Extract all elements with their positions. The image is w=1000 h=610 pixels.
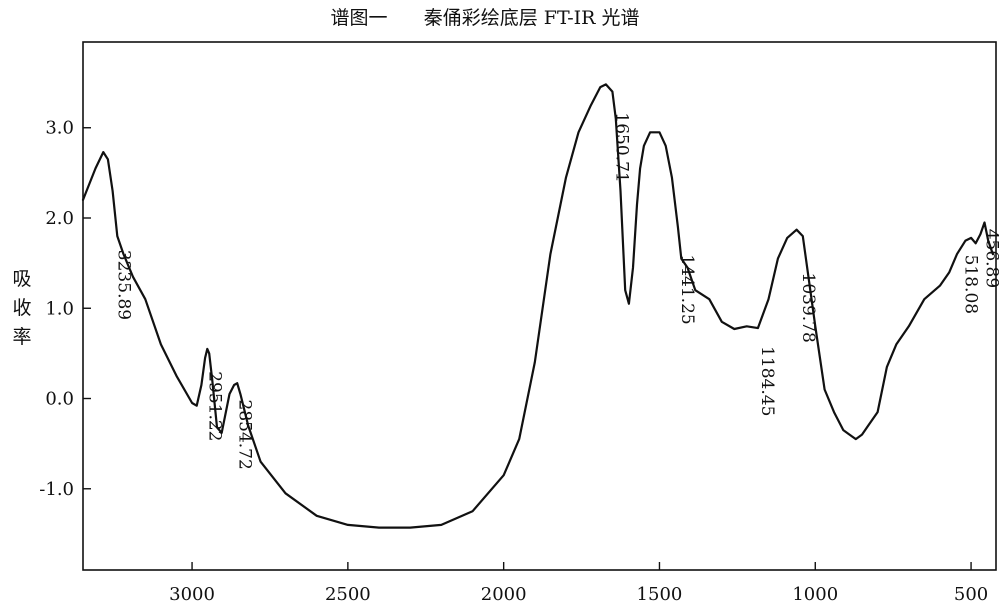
peak-label: 1441.25	[677, 254, 697, 324]
y-tick-label: 3.0	[45, 118, 74, 139]
y-tick-label: 2.0	[45, 208, 74, 229]
x-tick-label: 2500	[325, 584, 371, 605]
x-tick-label: 500	[954, 584, 988, 605]
y-label-char: 率	[12, 326, 31, 348]
peak-label: 1039.78	[798, 273, 818, 343]
x-tick-label: 3000	[169, 584, 215, 605]
peak-label: 2951.22	[204, 371, 224, 441]
peak-label: 3235.89	[114, 250, 134, 320]
y-label-char: 收	[12, 297, 31, 319]
y-tick-label: 1.0	[45, 298, 74, 319]
plot-frame	[82, 41, 997, 571]
x-tick-label: 1000	[792, 584, 838, 605]
y-tick-label: -1.0	[39, 479, 74, 500]
y-label-char: 吸	[12, 268, 31, 290]
peak-label: 2854.72	[234, 400, 254, 470]
x-tick-label: 1500	[637, 584, 683, 605]
y-tick-label: 0.0	[45, 389, 74, 410]
y-axis-label: 吸收率	[12, 268, 31, 348]
peak-label: 518.08	[960, 255, 980, 314]
chart-title: 谱图一 秦俑彩绘底层 FT-IR 光谱	[331, 7, 640, 29]
y-axis: 3.0 2.0 1.0 0.0 -1.0	[39, 118, 91, 500]
peak-label: 1184.45	[757, 346, 777, 416]
x-axis: 3000 2500 2000 1500 1000 500	[169, 562, 988, 605]
x-tick-label: 2000	[481, 584, 527, 605]
peak-label: 456.89	[982, 229, 1000, 288]
peak-labels: 3235.89 2951.22 2854.72 1650.71 1441.25 1184.…	[114, 112, 1000, 469]
absorbance-curve	[81, 83, 994, 529]
peak-label: 1650.71	[612, 112, 632, 182]
